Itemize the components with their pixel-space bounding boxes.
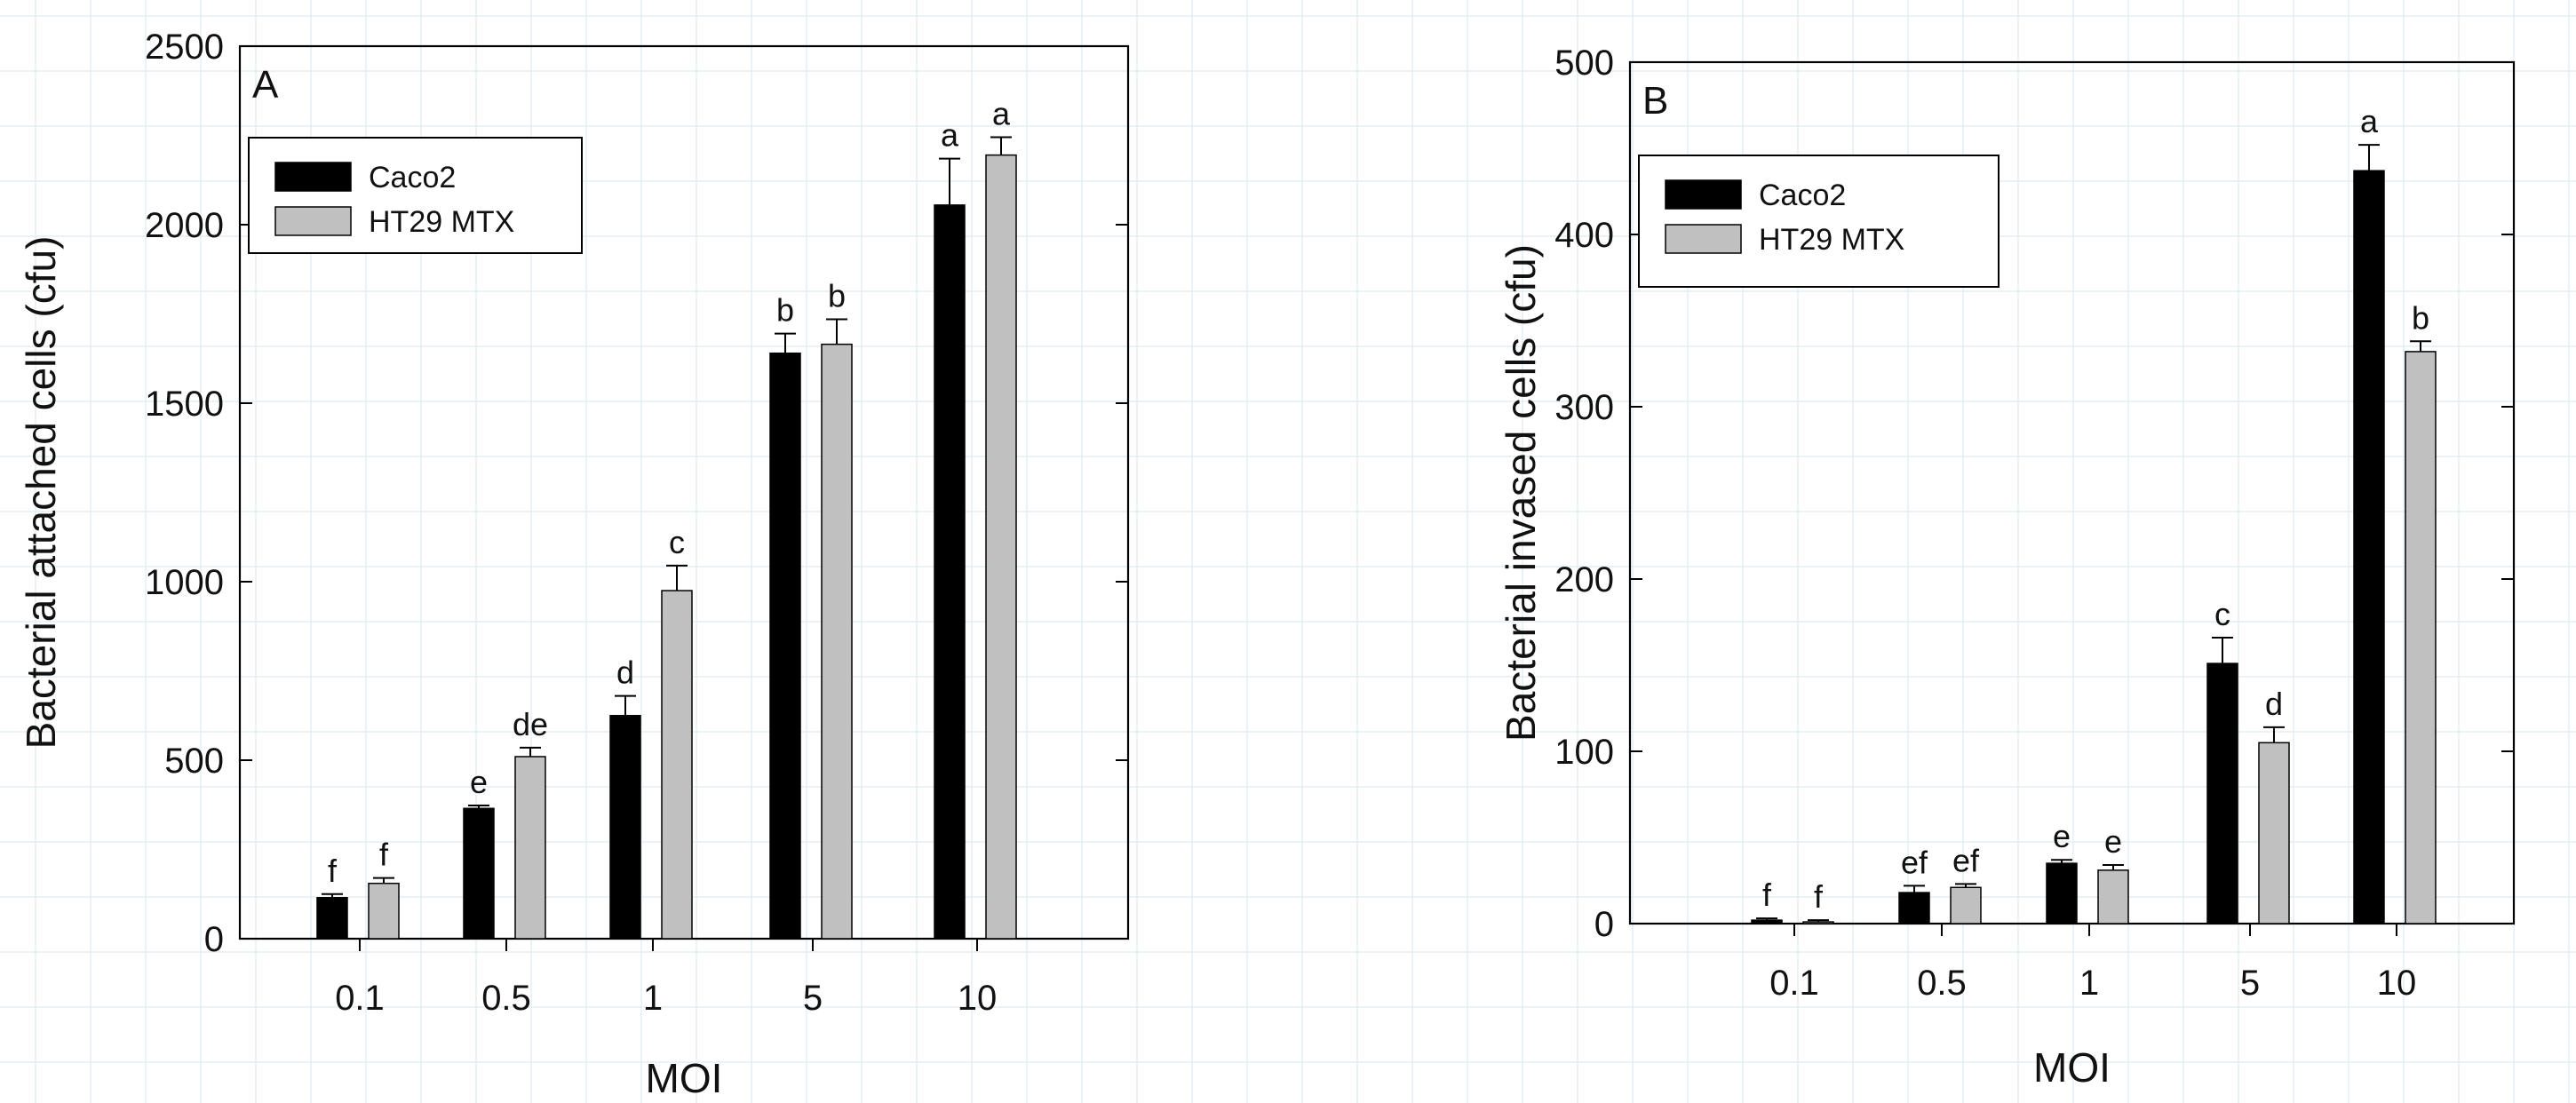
significance-label: b [828, 278, 846, 314]
significance-label: a [941, 117, 959, 154]
bar-caco2 [609, 715, 641, 940]
significance-label: a [2360, 103, 2379, 139]
bar-caco2 [769, 352, 801, 940]
legend-box [1638, 155, 2000, 288]
legend-label-ht29-mtx: HT29 MTX [369, 205, 514, 239]
legend-swatch-caco2 [1665, 179, 1742, 210]
legend-swatch-ht29-mtx [1665, 224, 1742, 254]
bar-ht29-mtx [1802, 921, 1834, 924]
significance-label: e [2104, 823, 2122, 860]
y-tick-label: 0 [204, 920, 224, 959]
y-axis-title: Bacterial invased cells (cfu) [1498, 244, 1544, 742]
bar-ht29-mtx [2405, 351, 2437, 924]
significance-label: b [776, 292, 794, 329]
x-tick-label: 0.5 [481, 979, 531, 1018]
x-tick-label: 0.1 [1769, 964, 1819, 1003]
x-tick-label: 10 [2377, 964, 2417, 1003]
significance-label: b [2412, 299, 2429, 336]
x-axis-title: MOI [2033, 1044, 2111, 1091]
y-tick-label: 0 [1594, 905, 1614, 944]
panel-letter: B [1642, 79, 1668, 123]
significance-label: a [992, 96, 1011, 132]
chart-panel-a: 0 500 1000 1500 2000 2500 0.1 0.5 1 5 10 f e d b a f de c b… [18, 28, 1130, 1101]
legend: Caco2 HT29 MTX [248, 137, 583, 254]
legend-swatch-caco2 [274, 162, 352, 192]
bar-ht29-mtx [2097, 869, 2129, 924]
bar-ht29-mtx [368, 882, 400, 940]
bar-caco2 [2206, 663, 2238, 924]
significance-label: e [470, 764, 488, 800]
panel-letter: A [252, 63, 279, 107]
x-tick-label: 0.5 [1917, 964, 1967, 1003]
y-axis-title: Bacterial attached cells (cfu) [18, 236, 64, 750]
significance-label: de [513, 706, 548, 742]
y-tick-label: 2500 [145, 28, 224, 67]
bar-ht29-mtx [661, 590, 693, 940]
significance-label: c [669, 524, 685, 560]
bar-ht29-mtx [821, 343, 853, 940]
bar-caco2 [2046, 862, 2078, 924]
significance-label: f [328, 853, 338, 889]
x-tick-label: 1 [643, 979, 663, 1018]
bar-caco2 [463, 807, 495, 940]
y-tick-label: 300 [1554, 388, 1614, 427]
plot-area-a: 0 500 1000 1500 2000 2500 0.1 0.5 1 5 10 f e d b a f de c b… [18, 28, 1130, 1101]
bar-caco2 [1898, 892, 1930, 924]
legend-label-ht29-mtx: HT29 MTX [1759, 223, 1904, 257]
bar-ht29-mtx [1950, 886, 1982, 924]
x-tick-label: 5 [2240, 964, 2260, 1003]
significance-label: f [1762, 877, 1772, 913]
bar-ht29-mtx [2258, 742, 2290, 924]
y-tick-label: 100 [1554, 733, 1614, 772]
x-axis-title: MOI [646, 1055, 723, 1101]
significance-label: e [2053, 818, 2071, 854]
bar-caco2 [934, 204, 966, 940]
y-tick-label: 500 [1554, 44, 1614, 83]
y-tick-label: 2000 [145, 206, 224, 245]
x-tick-label: 10 [958, 979, 998, 1018]
significance-label: f [1814, 878, 1824, 915]
legend-label-caco2: Caco2 [1759, 179, 1846, 212]
significance-label: ef [1952, 842, 1980, 878]
y-tick-label: 400 [1554, 216, 1614, 255]
y-tick-label: 500 [164, 742, 224, 781]
legend-label-caco2: Caco2 [369, 161, 456, 194]
legend: Caco2 HT29 MTX [1638, 155, 2000, 288]
significance-label: d [2265, 686, 2283, 722]
x-tick-label: 0.1 [335, 979, 385, 1018]
y-tick-label: 200 [1554, 560, 1614, 599]
bar-ht29-mtx [985, 154, 1017, 940]
bar-caco2 [1751, 919, 1783, 924]
significance-label: c [2214, 596, 2230, 632]
bar-caco2 [2353, 170, 2385, 924]
bar-caco2 [316, 897, 348, 940]
significance-label: f [379, 837, 389, 873]
y-tick-label: 1500 [145, 385, 224, 424]
bar-ht29-mtx [514, 756, 546, 940]
significance-label: ef [1901, 844, 1928, 880]
significance-label: d [616, 655, 634, 691]
x-tick-label: 5 [803, 979, 823, 1018]
y-tick-label: 1000 [145, 563, 224, 602]
x-tick-label: 1 [2079, 964, 2099, 1003]
legend-swatch-ht29-mtx [274, 206, 352, 236]
